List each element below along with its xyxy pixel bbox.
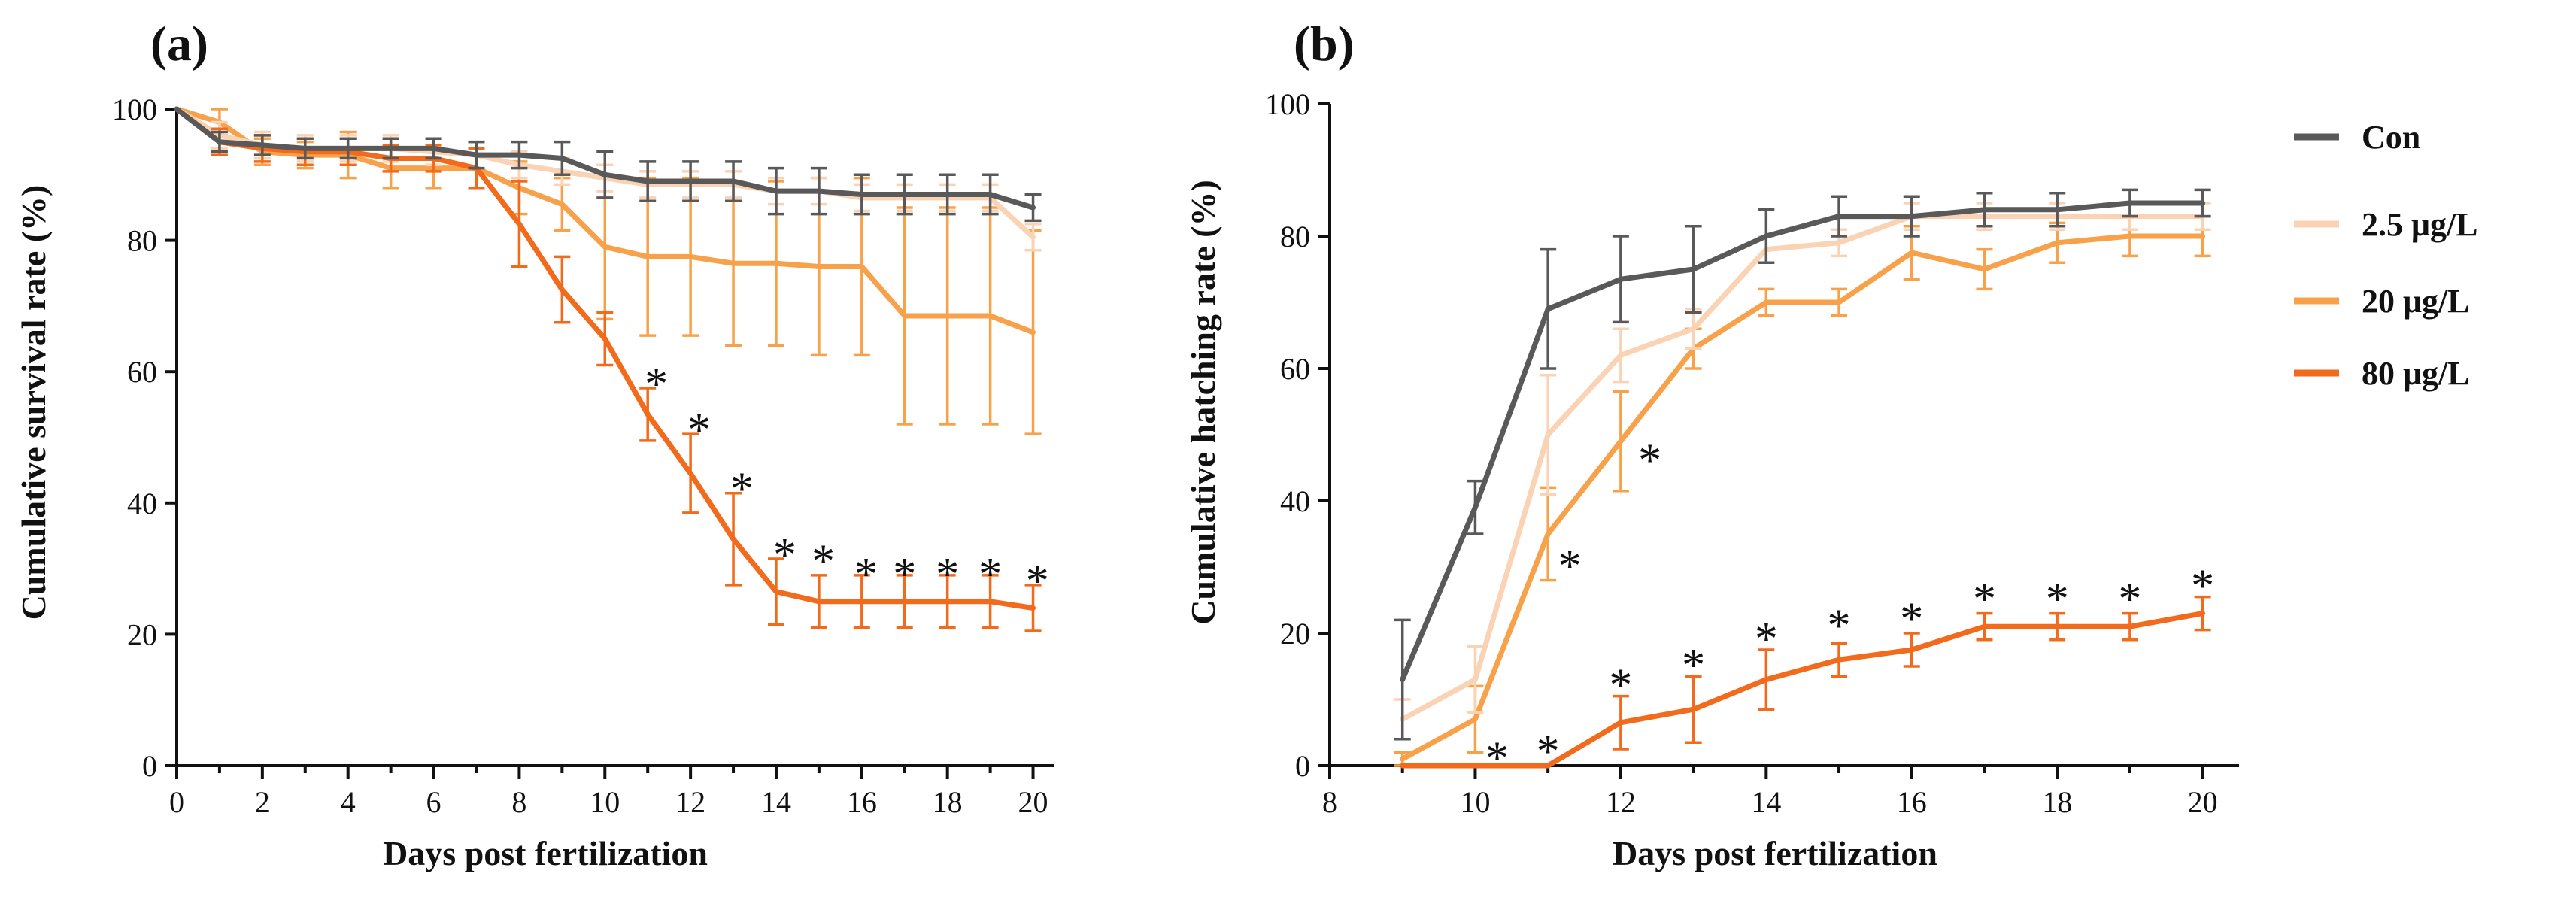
- panel-a-y-tick-label: 20: [127, 617, 157, 651]
- panel-a-label: (a): [150, 17, 208, 71]
- panel-a-x-tick-label: 6: [426, 785, 441, 819]
- panel-b-significance-mark: *: [1682, 640, 1705, 691]
- legend-label-con: Con: [2362, 119, 2420, 156]
- panel-a-line-con: [174, 106, 1036, 211]
- panel-a-y-tick-label: 80: [127, 224, 157, 258]
- panel-b-x-tick-label: 8: [1322, 785, 1337, 819]
- legend-label-80: 80 μg/L: [2362, 355, 2470, 392]
- panel-b-significance-mark: *: [2191, 561, 2214, 612]
- panel-a-y-axis-title: Cumulative survival rate (%): [14, 185, 53, 620]
- panel-a-x-tick-label: 4: [341, 785, 356, 819]
- panel-b-x-tick-label: 14: [1751, 785, 1781, 819]
- panel-b-significance-mark: *: [1828, 600, 1851, 651]
- panel-b-significance-mark: *: [2046, 574, 2069, 625]
- panel-b-y-tick-label: 60: [1280, 352, 1310, 386]
- panel-b-y-tick-label: 40: [1280, 484, 1310, 518]
- panel-b-significance-mark: *: [1755, 614, 1778, 665]
- panel-b-x-tick-label: 10: [1460, 785, 1490, 819]
- panel-a-plot: 0 20 40 60 80 100 0 2 4 6 8 10 12 14 16 18 20 * * * * * * * * * *: [112, 93, 1054, 819]
- panel-b-y-tick-label: 20: [1280, 617, 1310, 651]
- panel-a-x-tick-label: 8: [511, 785, 526, 819]
- panel-a-series-con: [174, 106, 1042, 223]
- legend-item-80: 80 μg/L: [2294, 355, 2470, 392]
- panel-a-significance-mark: *: [812, 536, 835, 587]
- panel-b-x-axis-title: Days post fertilization: [1613, 834, 1937, 872]
- panel-b-line-con: [1400, 200, 2206, 683]
- panel-a-x-tick-label: 12: [675, 785, 705, 819]
- legend-label-20: 20 μg/L: [2362, 283, 2470, 320]
- panel-a-significance-mark: *: [936, 549, 959, 600]
- panel-b-significance-mark: *: [2118, 574, 2141, 625]
- panel-a-line-c20: [174, 106, 1036, 335]
- panel-b-y-tick-label: 80: [1280, 220, 1310, 253]
- legend-label-2-5: 2.5 μg/L: [2362, 206, 2478, 243]
- panel-a-x-axis-title: Days post fertilization: [383, 834, 708, 872]
- panel-a-y-tick-label: 60: [127, 355, 157, 389]
- panel-b-significance-mark: *: [1485, 733, 1509, 784]
- panel-a-significance-mark: *: [730, 464, 754, 515]
- panel-a-significance-mark: *: [854, 549, 878, 600]
- panel-a-significance-mark: *: [979, 549, 1002, 600]
- panel-b-label: (b): [1294, 17, 1355, 71]
- panel-a-y-tick-label: 40: [127, 487, 157, 520]
- panel-b-series-c20: [1394, 214, 2211, 767]
- panel-a-x-tick-label: 10: [590, 785, 620, 819]
- panel-b-series-c25: [1394, 202, 2211, 741]
- panel-a-x-tick-label: 14: [761, 785, 791, 819]
- panel-a-significance-mark: *: [645, 359, 668, 410]
- panel-a-significance-mark: *: [893, 549, 916, 600]
- panel-b-line-c80: [1400, 611, 2206, 769]
- panel-b-line-c20: [1400, 233, 2206, 762]
- panel-a-x-tick-label: 0: [169, 785, 184, 819]
- panel-b-significance-mark: *: [1900, 594, 1923, 645]
- panel-b-y-tick-label: 100: [1265, 87, 1310, 121]
- legend-item-20: 20 μg/L: [2294, 283, 2470, 320]
- panel-b-x-tick-label: 18: [2042, 785, 2072, 819]
- panel-a: (a) Days post fertilization Cumulative s…: [14, 17, 1054, 872]
- panel-a-significance-mark: *: [1026, 556, 1049, 607]
- panel-a-series-c25: [174, 106, 1042, 252]
- panel-b-plot: 0 20 40 60 80 100 8 10 12 14 16 18 20 * * * * * * * * * * * * *: [1265, 87, 2239, 819]
- panel-b: (b) Days post fertilization Cumulative h…: [1184, 17, 2239, 872]
- panel-b-x-tick-label: 20: [2188, 785, 2218, 819]
- panel-a-x-tick-label: 16: [847, 785, 877, 819]
- panel-b-x-tick-label: 12: [1606, 785, 1636, 819]
- panel-a-significance-mark: *: [773, 529, 796, 581]
- panel-b-significance-mark: *: [1537, 726, 1560, 778]
- panel-a-y-tick-label: 0: [142, 749, 157, 783]
- legend-item-2-5: 2.5 μg/L: [2294, 206, 2478, 243]
- panel-a-x-tick-label: 18: [933, 785, 963, 819]
- panel-a-significance-mark: *: [687, 405, 711, 456]
- panel-b-significance-mark: *: [1973, 574, 1996, 625]
- panel-b-series-con: [1394, 188, 2211, 741]
- panel-b-y-tick-label: 0: [1295, 749, 1310, 783]
- panel-b-significance-mark: *: [1558, 541, 1582, 592]
- panel-b-significance-mark: *: [1638, 435, 1661, 486]
- legend-item-con: Con: [2294, 119, 2420, 156]
- panel-b-y-axis-title: Cumulative hatching rate (%): [1184, 180, 1222, 625]
- panel-b-x-tick-label: 16: [1897, 785, 1927, 819]
- legend: Con 2.5 μg/L 20 μg/L 80 μg/L: [2294, 119, 2478, 392]
- panel-b-significance-mark: *: [1609, 660, 1632, 711]
- panel-a-line-c80: [174, 106, 1036, 611]
- panel-a-x-tick-label: 2: [255, 785, 270, 819]
- panel-b-series-c80: [1400, 595, 2211, 769]
- panel-a-y-tick-label: 100: [112, 93, 157, 126]
- panel-b-line-c25: [1400, 214, 2206, 722]
- panel-a-x-tick-label: 20: [1018, 785, 1048, 819]
